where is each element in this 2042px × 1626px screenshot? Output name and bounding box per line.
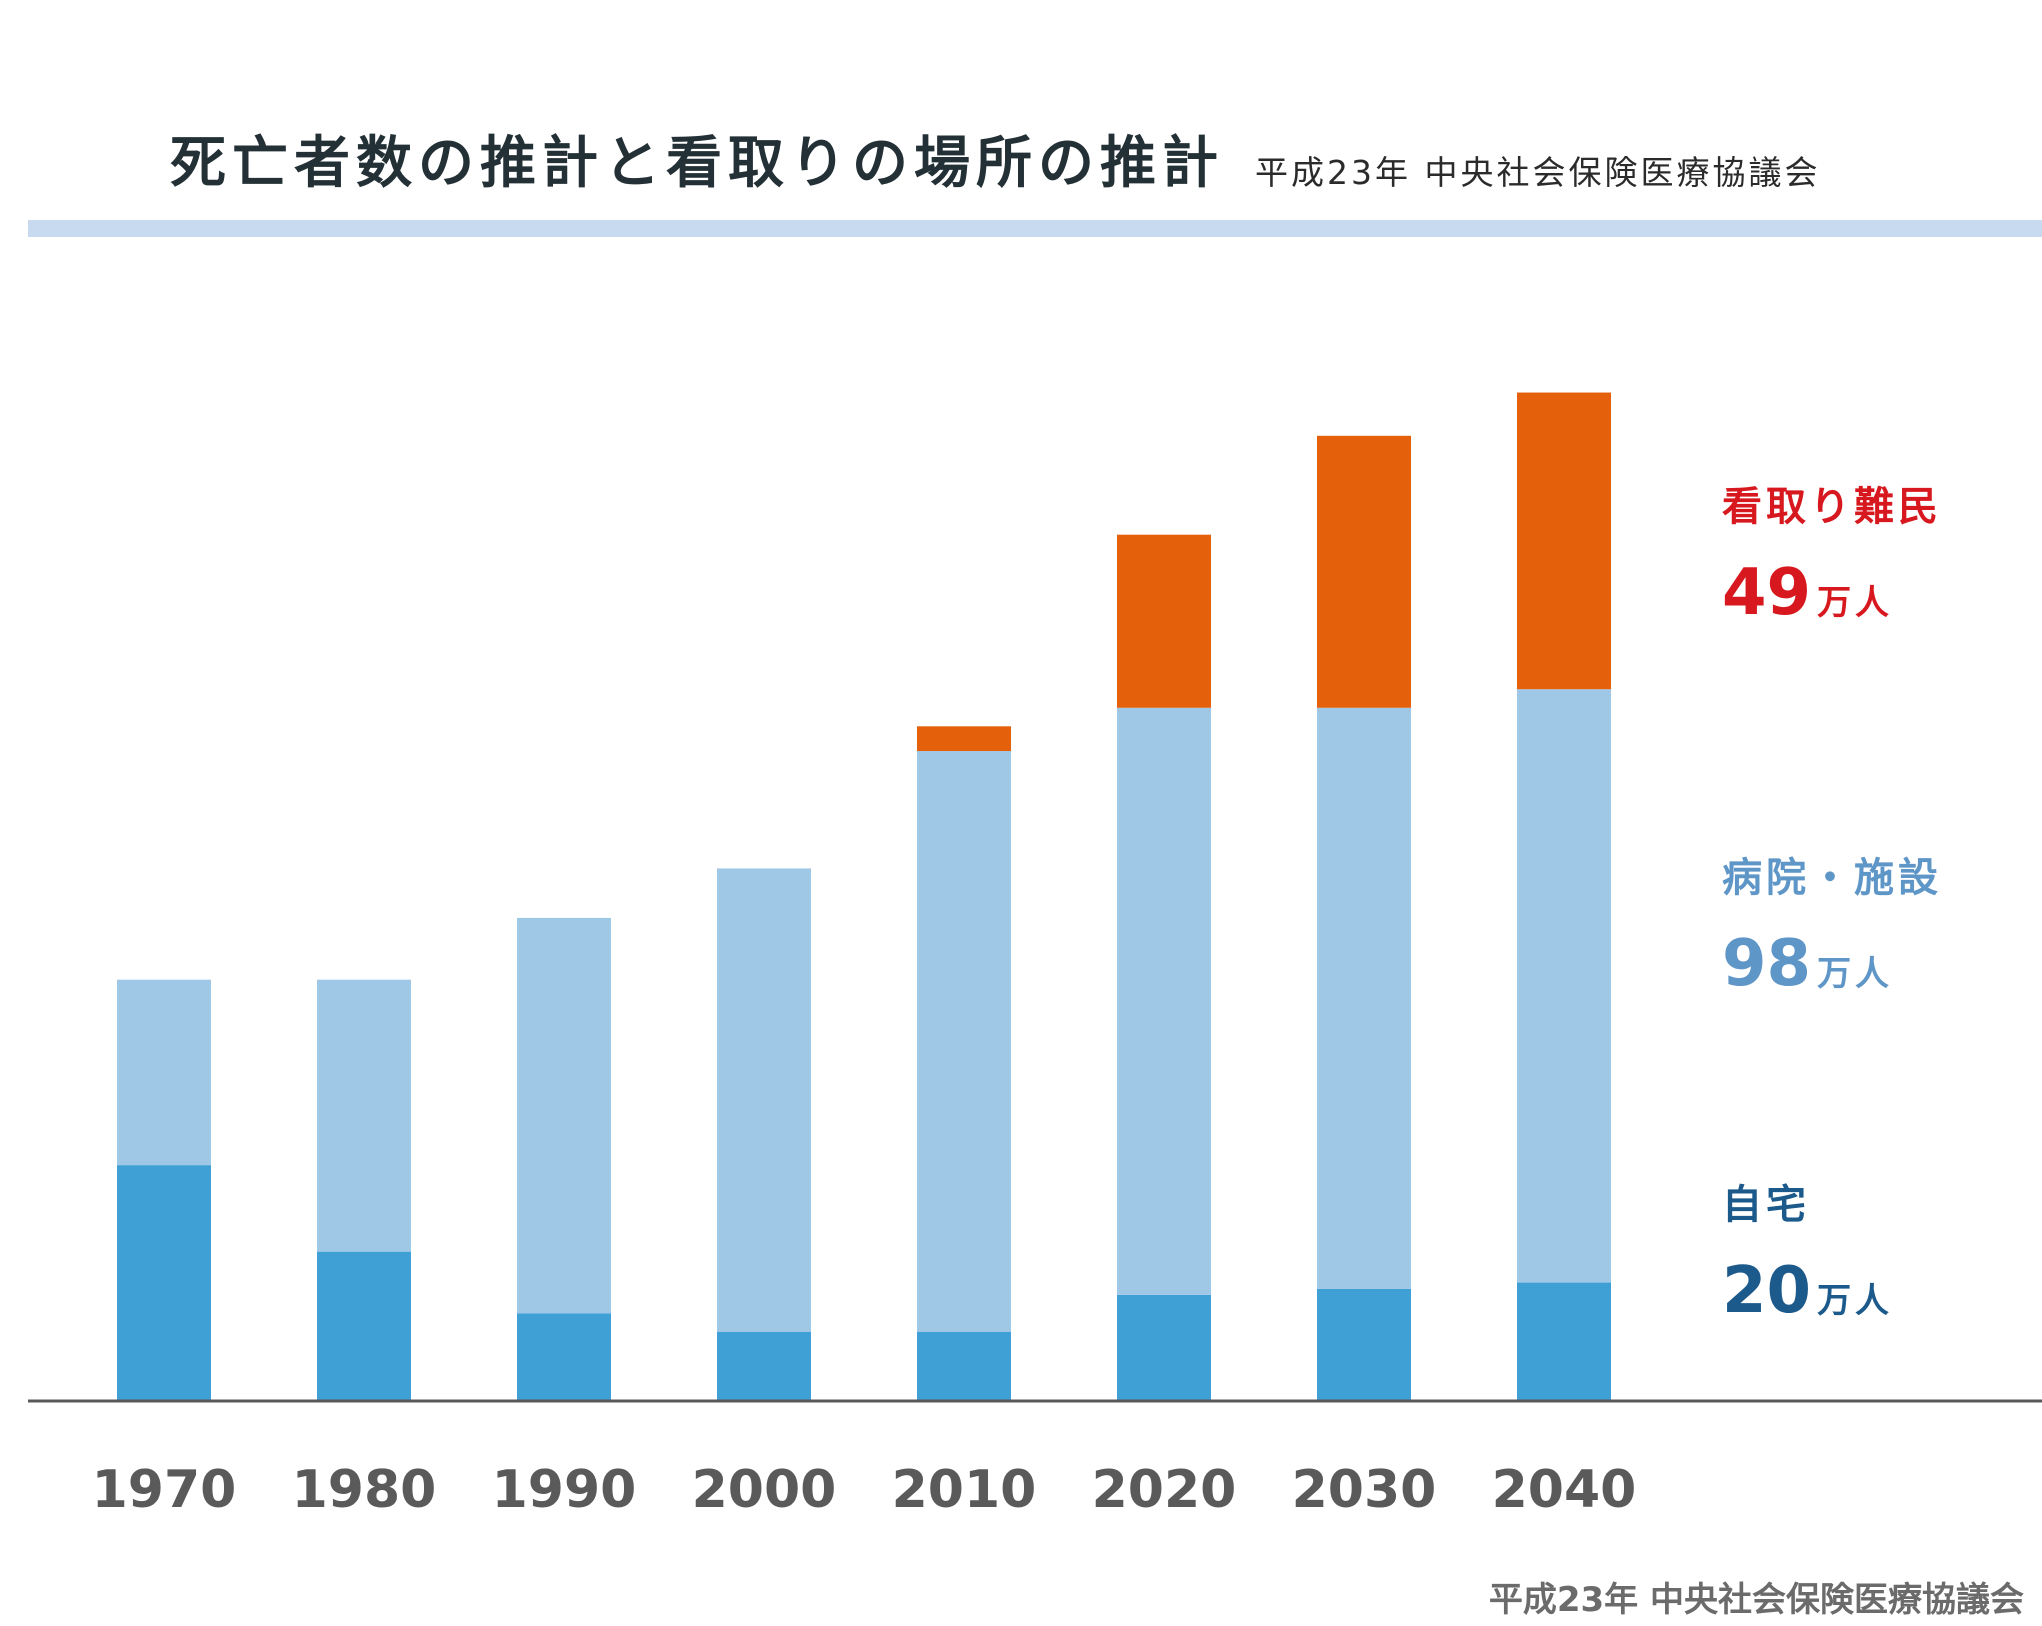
legend-home-name: 自宅 [1722, 1182, 1810, 1228]
legend-home-number: 20 [1722, 1254, 1812, 1328]
bar-2020-hospital [1117, 707, 1211, 1295]
bar-2010-nowhere [917, 726, 1011, 752]
page-title: 死亡者数の推計と看取りの場所の推計 [170, 131, 1224, 196]
stacked-bar-chart: 1970 1980 1990 2000 2010 2020 2030 2040 [28, 392, 2042, 1520]
x-tick-label-1970: 1970 [92, 1460, 237, 1520]
legend-nowhere-unit: 万人 [1817, 583, 1894, 623]
bar-2020-nowhere [1117, 534, 1211, 708]
bar-2030-hospital [1317, 707, 1411, 1289]
x-tick-labels: 1970 1980 1990 2000 2010 2020 2030 2040 [92, 1460, 1637, 1520]
legend-nowhere-name: 看取り難民 [1722, 484, 1942, 530]
bar-1980-hospital [317, 979, 411, 1252]
bar-2040-home [1517, 1282, 1611, 1400]
bar-2010-hospital [917, 751, 1011, 1333]
bars-group [117, 392, 1611, 1400]
bar-1990-home [517, 1313, 611, 1400]
bar-2000-hospital [717, 868, 811, 1333]
x-tick-label-1990: 1990 [492, 1460, 637, 1520]
bar-2010-home [917, 1332, 1011, 1400]
page-subtitle: 平成23年 中央社会保険医療協議会 [1255, 153, 1821, 192]
x-tick-label-2030: 2030 [1292, 1460, 1437, 1520]
legend-nowhere: 看取り難民 49 万人 [1722, 474, 1942, 630]
legend-hospital-unit: 万人 [1817, 954, 1894, 994]
x-tick-label-2010: 2010 [892, 1460, 1037, 1520]
bar-1970-home [117, 1165, 211, 1400]
bar-1970-hospital [117, 979, 211, 1166]
bar-2000-home [717, 1332, 811, 1400]
legend-home-unit: 万人 [1817, 1281, 1894, 1321]
bar-2040-nowhere [1517, 392, 1611, 690]
x-tick-label-1980: 1980 [292, 1460, 437, 1520]
bar-2030-nowhere [1317, 435, 1411, 708]
header-divider-band [28, 220, 2042, 237]
legend-hospital: 病院・施設 98 万人 [1722, 845, 1942, 1001]
bar-2020-home [1117, 1294, 1211, 1400]
bar-1980-home [317, 1251, 411, 1400]
legend-hospital-number: 98 [1722, 927, 1812, 1001]
x-tick-label-2040: 2040 [1492, 1460, 1637, 1520]
x-tick-label-2020: 2020 [1092, 1460, 1237, 1520]
bar-2030-home [1317, 1288, 1411, 1400]
x-tick-label-2000: 2000 [692, 1460, 837, 1520]
bar-2040-hospital [1517, 689, 1611, 1283]
legend-home: 自宅 20 万人 [1722, 1172, 1893, 1328]
legend-nowhere-number: 49 [1722, 556, 1812, 630]
bar-1990-hospital [517, 917, 611, 1314]
source-credit: 平成23年 中央社会保険医療協議会 [1488, 1580, 2024, 1620]
legend-hospital-name: 病院・施設 [1722, 855, 1942, 901]
